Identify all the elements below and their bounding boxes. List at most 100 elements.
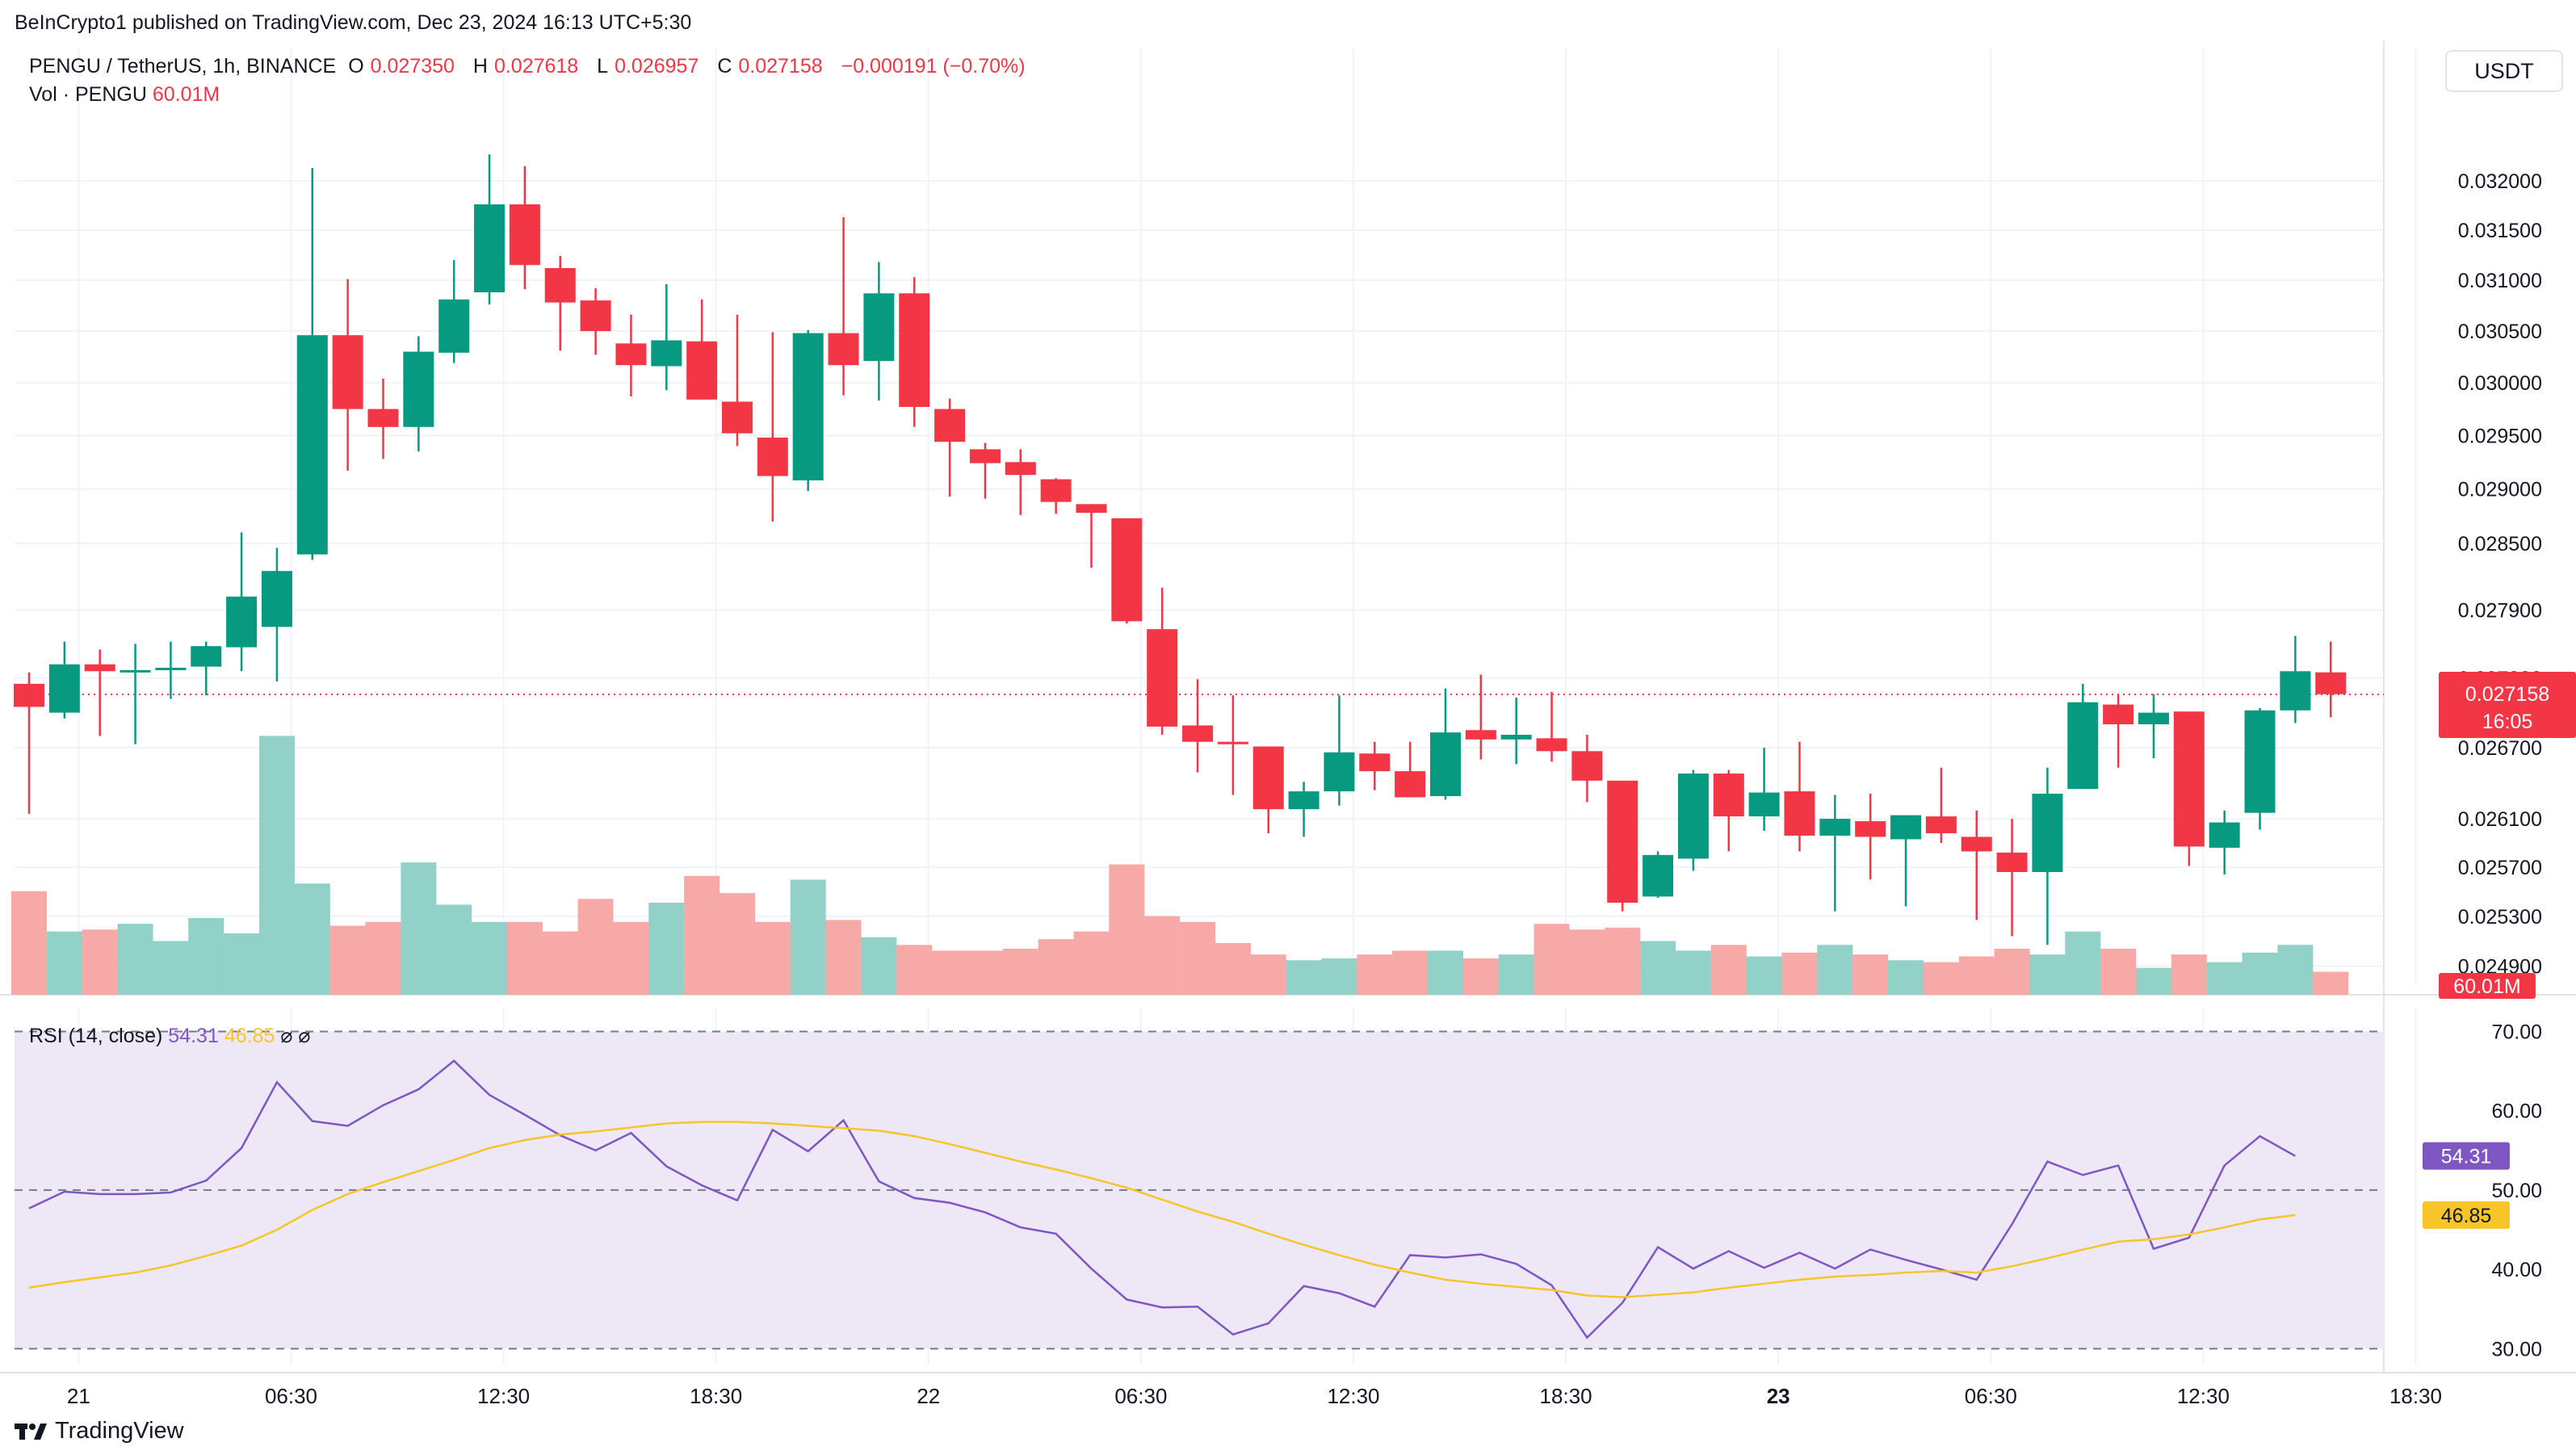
rsi-badge [2423, 1142, 2510, 1170]
candle-body [899, 293, 930, 407]
tradingview-brand[interactable]: TradingView [15, 1418, 184, 1445]
volume-bar [1605, 927, 1641, 995]
candle-body [332, 335, 363, 409]
rsi-line [28, 1059, 2297, 1340]
candle-body [2138, 712, 2169, 725]
candle-body [686, 341, 718, 400]
volume-bar [1852, 954, 1889, 995]
candle-body [2173, 711, 2205, 847]
currency-button[interactable]: USDT [2445, 50, 2563, 92]
candle-body [2209, 822, 2240, 848]
volume-bar [1640, 941, 1676, 995]
high-value: 0.027618 [493, 55, 579, 78]
symbol-legend: PENGU / TetherUS, 1h, BINANCE O 0.027350 … [29, 55, 1032, 78]
time-axis: 21 06:30 12:30 18:30 22 06:30 12:30 18:30 23 06:3… [67, 1384, 2442, 1408]
candle-body [863, 293, 895, 362]
candle-body [757, 437, 788, 476]
volume-bar [648, 903, 685, 995]
volume-bar [1250, 954, 1286, 995]
candle-body [438, 299, 470, 353]
volume-bar [754, 921, 791, 995]
candle-body [1500, 735, 1532, 740]
volume-bar [1215, 942, 1251, 995]
candle-body [120, 669, 151, 673]
price-axis: 0.032000 0.031500 0.031000 0.030500 0.030000… [2439, 170, 2576, 999]
candle-body [226, 596, 258, 648]
candle-body [48, 664, 80, 713]
symbol-name[interactable]: PENGU / TetherUS, 1h, BINANCE [29, 55, 337, 78]
time-tick-label: 18:30 [690, 1384, 742, 1408]
volume-bar [1038, 939, 1074, 995]
tradingview-logo-icon [15, 1423, 47, 1440]
volume-bars [11, 736, 2349, 995]
volume-bar [329, 925, 366, 995]
volume-bar [506, 921, 543, 995]
volume-bar [82, 929, 118, 995]
candle-body [828, 333, 859, 366]
price-tick-label: 0.028500 [2458, 533, 2542, 556]
candle-body [1395, 771, 1426, 798]
time-tick-label: 21 [67, 1384, 90, 1408]
candle-body [1076, 504, 1107, 514]
volume-bar [1569, 929, 1605, 995]
rsi-ma-line [28, 1121, 2296, 1298]
volume-bar [294, 883, 330, 995]
volume-bar [1073, 931, 1110, 995]
volume-bar [1428, 950, 1463, 995]
countdown-label: 16:05 [2482, 711, 2533, 733]
close-label: C [717, 55, 732, 78]
candle-body [1677, 774, 1709, 859]
candle-body [1005, 462, 1036, 476]
rsi-label[interactable]: RSI (14, close) [29, 1025, 163, 1047]
candle-body [2067, 702, 2099, 790]
volume-bar [1675, 950, 1711, 995]
volume-bar [1109, 864, 1145, 995]
volume-bar [1710, 945, 1747, 995]
rsi-legend: RSI (14, close) 54.31 46.85 ⌀ ⌀ [29, 1024, 310, 1048]
rsi-ma-badge-label: 46.85 [2441, 1205, 2492, 1227]
candle-body [2244, 710, 2276, 813]
volume-bar [720, 893, 755, 995]
volume-value: 60.01M [152, 83, 220, 106]
volume-bar [1498, 954, 1534, 995]
volume-bar [1002, 949, 1038, 995]
volume-bar [2029, 954, 2066, 995]
candle-body [14, 683, 44, 707]
volume-bar [365, 921, 401, 995]
candle-body [1252, 746, 1284, 810]
candle-body [84, 664, 115, 672]
candle-body [969, 449, 1001, 463]
volume-bar [613, 921, 649, 995]
volume-bar [1958, 956, 1995, 995]
volume-bar [401, 862, 437, 995]
candle-body [1430, 732, 1461, 796]
publisher-line: BeInCrypto1 published on TradingView.com… [15, 11, 692, 34]
time-tick-label: 12:30 [1327, 1384, 1379, 1408]
candle-body [1996, 852, 2028, 873]
volume-bar [2100, 949, 2137, 995]
candle-body [261, 571, 292, 627]
price-tick-label: 0.026700 [2458, 737, 2542, 760]
volume-label[interactable]: Vol · PENGU [29, 83, 147, 106]
volume-bar [2136, 967, 2171, 995]
volume-bar [11, 891, 47, 995]
volume-bar [861, 937, 897, 995]
rsi-tick-label: 40.00 [2491, 1259, 2542, 1281]
price-tick-label: 0.025300 [2458, 906, 2542, 929]
volume-bar [684, 875, 720, 995]
candle-body [155, 668, 187, 671]
candle-body [474, 204, 506, 293]
last-price-badge [2439, 672, 2576, 739]
volume-bar [932, 950, 968, 995]
candle-body [615, 343, 647, 366]
candle-body [509, 204, 540, 266]
volume-bar [896, 945, 933, 995]
candle-body [2315, 672, 2347, 694]
low-value: 0.026957 [615, 55, 699, 78]
time-tick-label: 23 [1767, 1384, 1790, 1408]
last-price-label: 0.027158 [2465, 683, 2549, 706]
high-label: H [472, 55, 488, 78]
candle-body [1855, 821, 1886, 837]
volume-bar [1462, 958, 1499, 995]
